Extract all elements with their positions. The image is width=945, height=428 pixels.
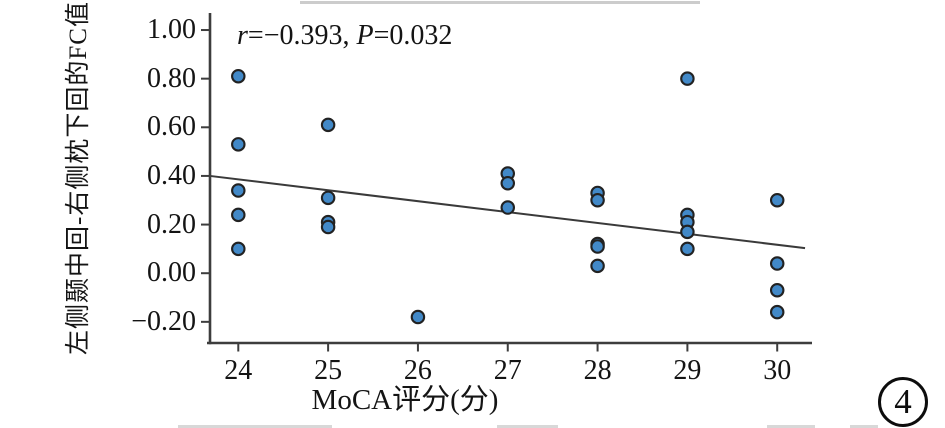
data-point [500,200,516,215]
x-tick-label: 24 [224,355,253,386]
data-point [231,137,246,152]
page-artifact-line-top [300,1,700,4]
x-tick-label: 25 [314,355,343,386]
data-point [231,241,246,257]
x-tick-label: 29 [673,355,702,386]
x-tick-label: 30 [763,355,792,386]
data-point [320,190,336,206]
data-point [231,207,246,223]
p-value: =0.032 [373,20,453,51]
r-value: =−0.393, [247,20,357,51]
y-axis-title: 左侧颞中回-右侧枕下回的FC值 [65,1,92,355]
data-point [769,256,785,271]
data-point [590,258,605,274]
figure-number-text: 4 [894,382,912,421]
data-point [680,71,695,86]
r-variable: r [237,20,248,51]
data-point [769,282,785,298]
data-point [410,309,426,325]
data-point [320,117,336,133]
page-artifact-line-bottom [178,425,332,428]
y-tick-label: 0.20 [147,208,196,240]
data-point [320,219,336,235]
p-variable: P [356,20,374,51]
data-point [500,175,516,191]
x-axis-title: MoCA评分(分) [311,384,499,416]
data-point [231,68,246,84]
correlation-annotation: r=−0.393, P=0.032 [237,20,453,52]
y-tick-label: 0.80 [147,62,196,94]
y-tick-label: 0.40 [147,159,196,191]
data-point [680,241,695,257]
data-point [680,224,695,240]
page-artifact-line-bottom [767,425,815,428]
y-tick-label: −0.20 [131,305,196,337]
page-artifact-line-bottom [850,425,878,428]
data-point [590,193,605,208]
y-tick-label: 1.00 [147,14,196,46]
y-tick-label: 0.00 [147,257,196,289]
data-point [231,183,246,198]
x-tick-label: 27 [493,355,522,386]
y-tick-label: 0.60 [147,111,196,143]
data-point [769,193,785,208]
x-tick-label: 26 [403,355,432,386]
x-tick-label: 28 [583,355,612,386]
data-point [590,239,605,254]
data-point [769,304,785,320]
page-artifact-line-bottom [497,425,558,428]
figure-number-badge: 4 [878,377,928,427]
